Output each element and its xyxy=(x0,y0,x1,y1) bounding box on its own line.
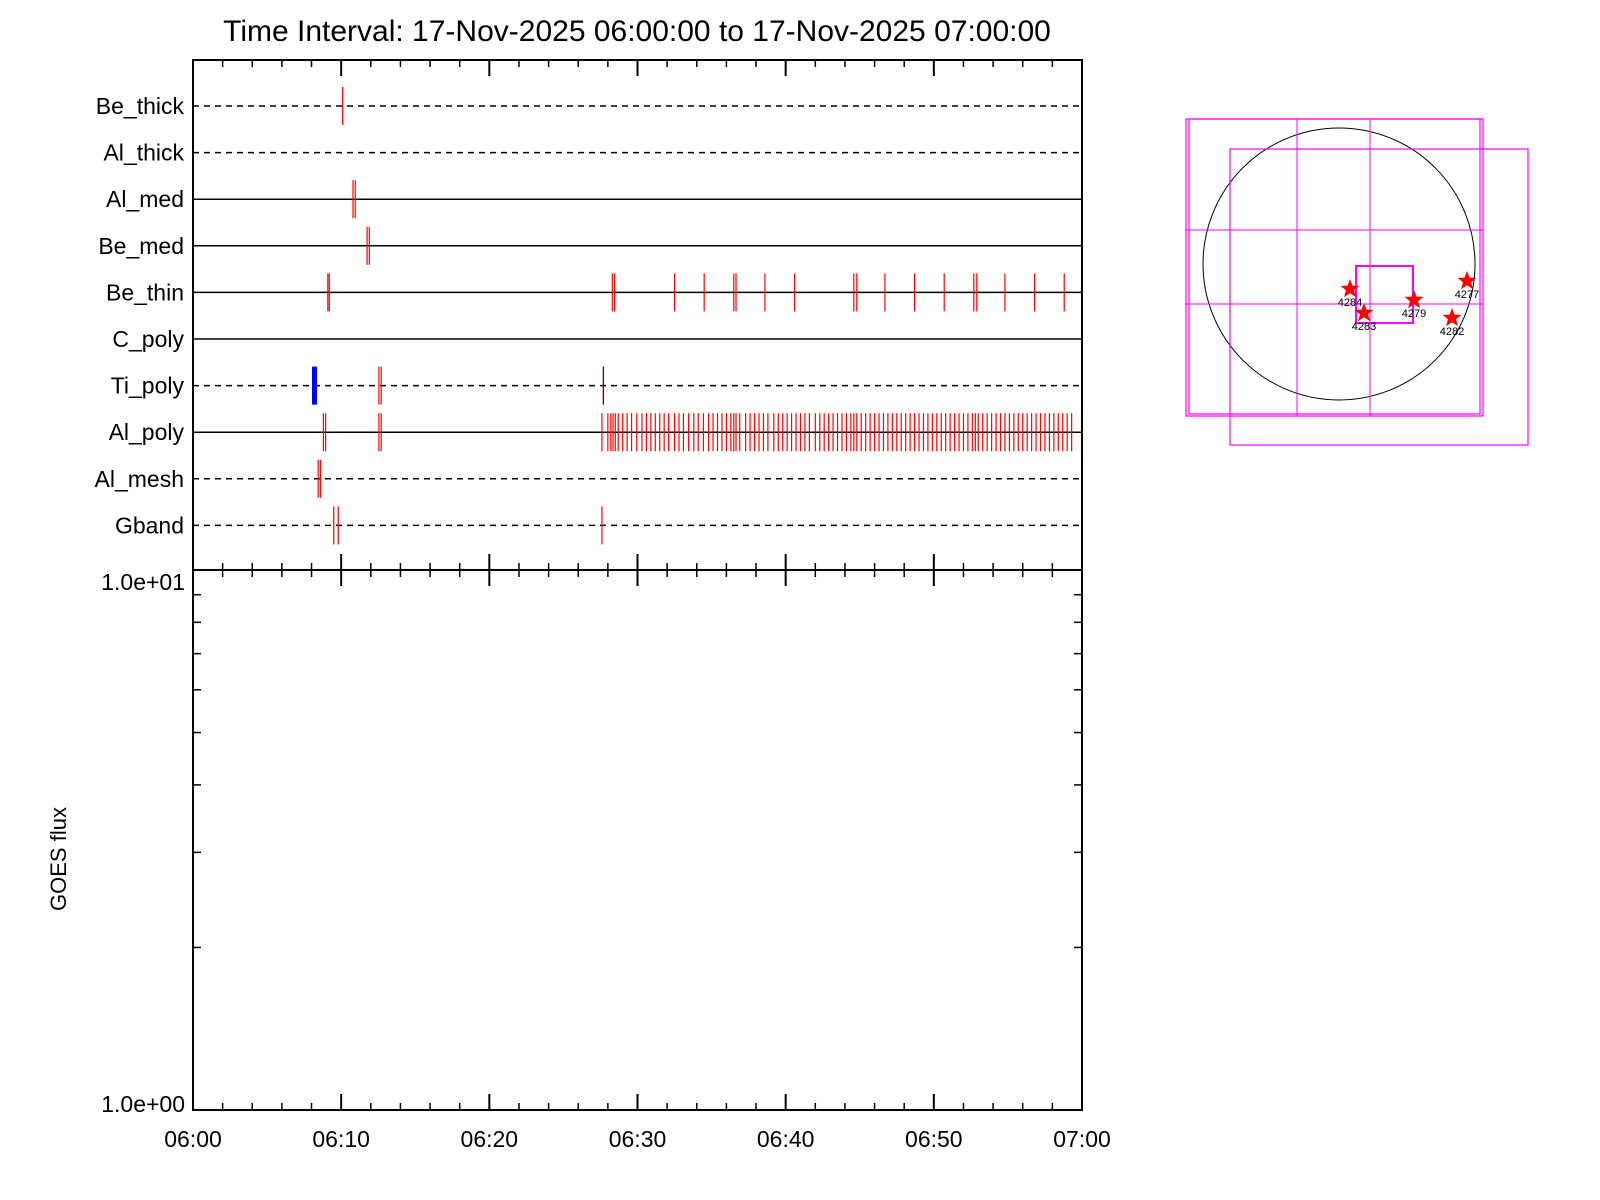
goes-ticks xyxy=(192,570,1083,1110)
active-region-star xyxy=(1457,271,1477,290)
channel-label: Gband xyxy=(115,512,184,538)
channel-label: Ti_poly xyxy=(111,373,185,399)
x-tick-label: 07:00 xyxy=(1053,1126,1111,1152)
active-region-star xyxy=(1340,279,1360,298)
x-tick-label: 06:20 xyxy=(461,1126,519,1152)
channel-label: Al_poly xyxy=(109,419,185,445)
goes-frame xyxy=(192,569,1083,1111)
active-region-label: 4279 xyxy=(1402,308,1426,320)
channel-rows: Be_thick Al_thick Al_med Be_med Be_thin C_pol… xyxy=(95,93,1082,538)
channel-label: Al_med xyxy=(106,186,184,212)
x-tick-label: 06:00 xyxy=(164,1126,222,1152)
goes-y-tick-label: 1.0e+00 xyxy=(101,1091,185,1117)
x-tick-labels: 06:00 06:10 06:20 06:30 06:40 06:50 07:00 xyxy=(164,1126,1111,1152)
channel-label: Be_med xyxy=(98,233,184,259)
timeline-frame xyxy=(192,59,1083,571)
goes-y-axis-label: GOES flux xyxy=(46,807,71,911)
channel-label: C_poly xyxy=(112,326,184,352)
filter-timeline-panel: Be_thick Al_thick Al_med Be_med Be_thin C_pol… xyxy=(95,59,1083,571)
x-tick-label: 06:30 xyxy=(609,1126,667,1152)
fov-box xyxy=(1188,118,1481,415)
solar-disk-map: 4284 4283 4279 4277 4282 xyxy=(1185,118,1529,446)
active-region-label: 4282 xyxy=(1440,326,1464,338)
goes-flux-panel: 1.0e+01 1.0e+00 GOES flux 06:00 06:10 06:2… xyxy=(46,569,1111,1152)
active-region-star xyxy=(1354,303,1374,322)
active-region-markers: 4284 4283 4279 4277 4282 xyxy=(1338,271,1479,338)
timeline-x-ticks xyxy=(192,60,1083,570)
active-region-star xyxy=(1442,308,1462,327)
x-tick-label: 06:10 xyxy=(312,1126,370,1152)
active-region-label: 4284 xyxy=(1338,297,1362,309)
fov-box xyxy=(1229,148,1529,446)
active-region-label: 4283 xyxy=(1352,321,1376,333)
chart-title: Time Interval: 17-Nov-2025 06:00:00 to 1… xyxy=(223,15,1051,48)
active-region-label: 4277 xyxy=(1455,289,1479,301)
x-tick-label: 06:40 xyxy=(757,1126,815,1152)
solar-disk xyxy=(1202,127,1476,401)
x-tick-label: 06:50 xyxy=(905,1126,963,1152)
channel-label: Be_thin xyxy=(106,279,184,305)
channel-label: Al_mesh xyxy=(95,466,184,492)
active-region-star xyxy=(1404,290,1424,309)
channel-label: Al_thick xyxy=(103,140,184,166)
channel-label: Be_thick xyxy=(96,93,185,119)
event-markers xyxy=(311,87,1073,545)
goes-y-tick-label: 1.0e+01 xyxy=(101,569,185,595)
